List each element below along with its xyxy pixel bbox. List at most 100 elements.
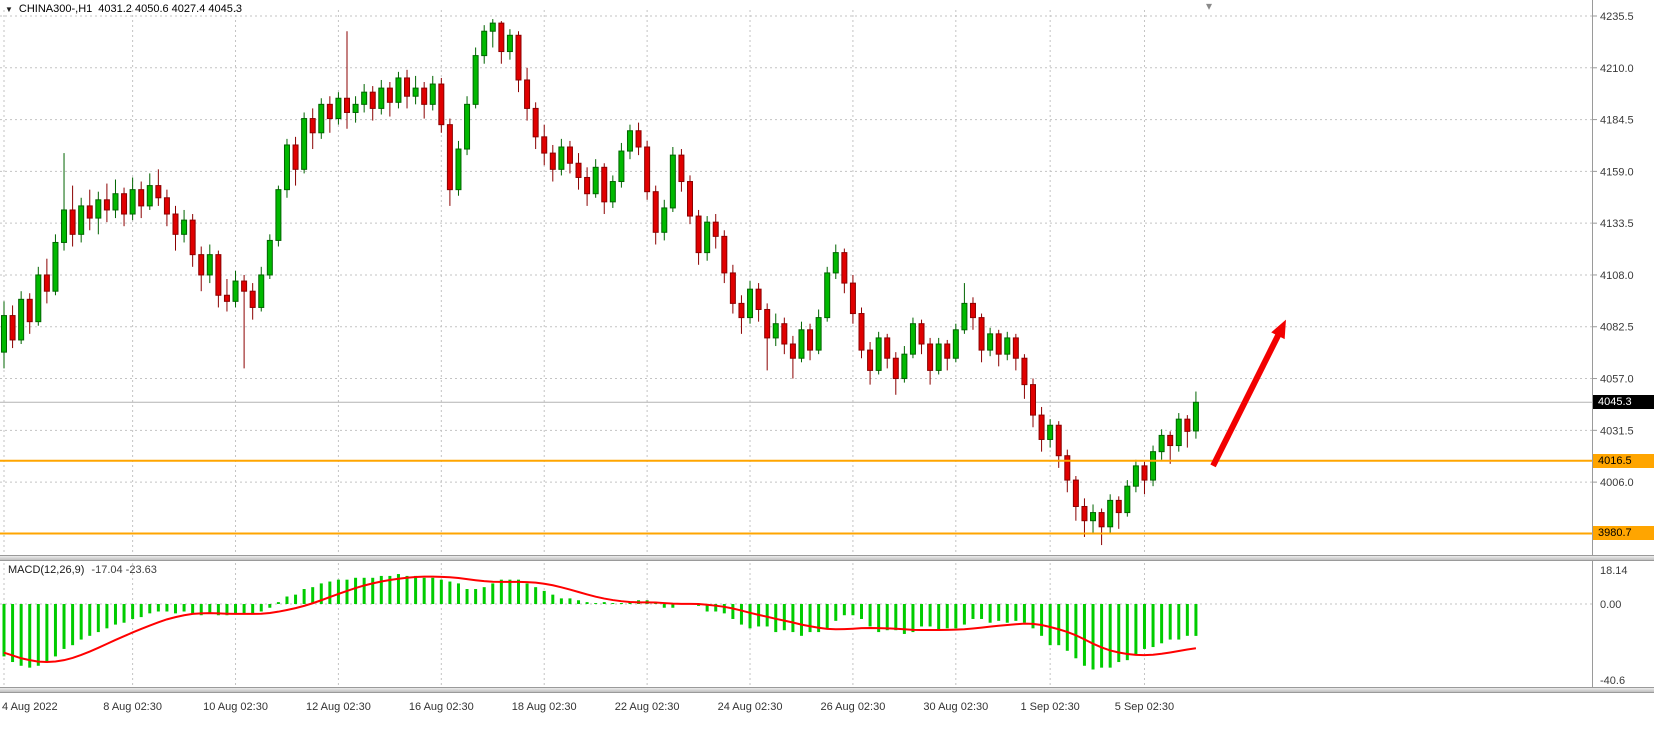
price-axis[interactable]: 4235.5 4210.0 4184.5 4159.0 4133.5 4108.0 4082… [1592,0,1634,687]
candle [1030,378,1036,428]
candle [978,313,985,363]
candle [181,209,188,243]
candle [1124,480,1131,517]
macd-indicator-label: MACD(12,26,9) -17.04 -23.63 [8,564,157,576]
candle [198,246,205,292]
price-tick-label: 4235.5 [1600,11,1634,23]
macd-axis[interactable]: 18.14 0.00 -40.6 [1600,565,1628,687]
time-tick-label: 30 Aug 02:30 [923,701,988,713]
candle [26,293,33,334]
candle [695,209,702,265]
candle [524,67,531,121]
candle [35,266,42,326]
candle [129,177,136,221]
candle [472,47,479,109]
support-level-lines[interactable] [0,459,1592,535]
candle [395,71,402,109]
candle [609,175,616,208]
candle [687,175,693,225]
candle [301,112,308,174]
candle [283,138,290,198]
price-tick-label: 4031.5 [1600,425,1634,437]
candle [498,21,505,64]
candle [155,169,162,206]
candle [112,179,119,219]
candle [1090,504,1097,533]
candle [266,234,273,280]
candle [344,31,350,129]
candle [935,337,942,375]
collapse-chart-icon[interactable]: ▼ [5,4,13,14]
candle [386,82,393,117]
object-anchor-icon[interactable]: ▾ [1206,0,1213,13]
candle [9,305,16,349]
candle [369,86,376,121]
candle [352,96,359,123]
candle [626,124,633,160]
candle [747,281,754,324]
time-tick-label: 12 Aug 02:30 [306,701,371,713]
candle [807,323,814,361]
price-tick-label: 4057.0 [1600,374,1634,386]
candle [952,323,959,363]
price-tick-label: 4082.5 [1600,322,1634,334]
candle [755,283,762,322]
candle [558,138,565,176]
chart-ohlc-header: ▼ CHINA300-,H1 4031.2 4050.6 4027.4 4045… [5,3,242,15]
candle [335,92,342,125]
candle [412,75,419,105]
candle [1175,413,1182,452]
candle [575,153,582,190]
candle [429,75,436,111]
candle [95,191,102,235]
candle [241,274,248,369]
candle [618,142,625,188]
candle [404,69,411,109]
candle [78,197,85,243]
candle [1184,415,1191,448]
trend-arrow-annotation[interactable] [1210,319,1286,468]
candle [249,283,256,320]
candle [515,31,522,93]
time-tick-label: 18 Aug 02:30 [512,701,577,713]
candle [995,329,1002,367]
candle [1004,331,1011,361]
candle [918,319,925,355]
candle [121,187,128,227]
panel-separator-top[interactable] [0,555,1654,561]
candle [378,79,385,115]
candle [1081,498,1088,537]
candle [841,248,848,294]
candle [858,307,865,359]
panel-separator-bottom[interactable] [0,687,1654,693]
candle [884,333,891,369]
candle [789,335,796,379]
candle [1167,431,1174,464]
candle [309,108,316,150]
time-axis[interactable]: 4 Aug 2022 8 Aug 02:30 10 Aug 02:30 12 Aug … [2,701,1174,713]
price-tick-label: 4159.0 [1600,166,1634,178]
candle [1038,406,1045,452]
time-tick-label: 24 Aug 02:30 [718,701,783,713]
candle [738,295,745,334]
time-tick-label: 10 Aug 02:30 [203,701,268,713]
candle [832,244,839,280]
candle [909,317,916,359]
candle [506,29,513,60]
candle [892,352,899,395]
candle [172,205,179,251]
candle [849,274,856,324]
candle [146,173,153,210]
candle [592,159,599,198]
candle [1012,333,1019,371]
candle [1047,419,1054,448]
candle [318,98,325,139]
candle [103,183,110,223]
candle [61,153,68,251]
candle [138,181,145,219]
candle [712,214,719,249]
candle [704,216,711,261]
support-level-tag-2: 3980.7 [1593,526,1654,541]
